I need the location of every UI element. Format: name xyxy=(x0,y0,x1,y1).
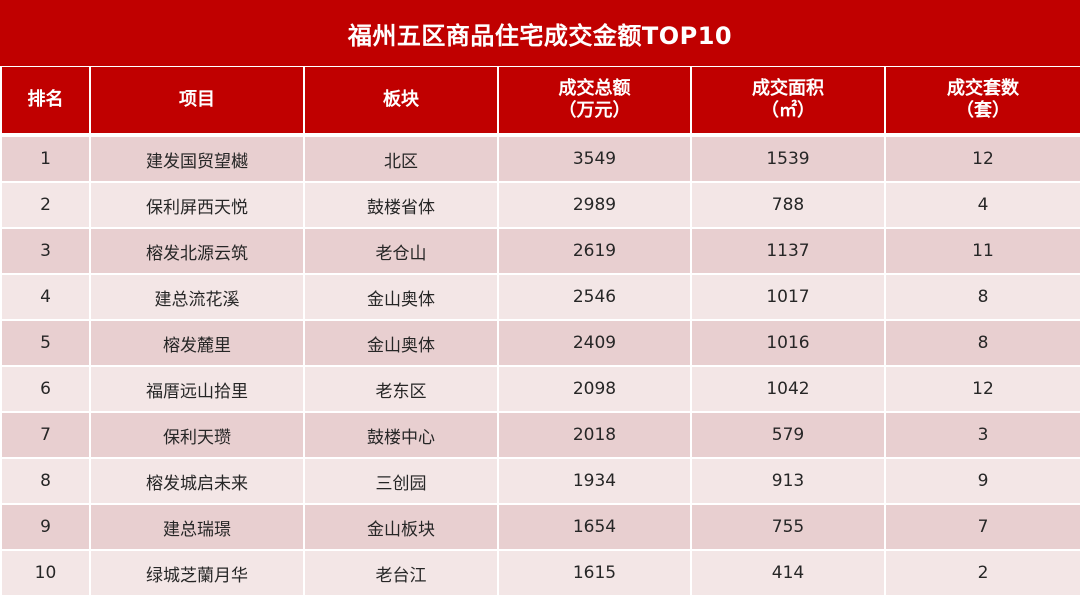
cell-rank: 5 xyxy=(0,319,91,367)
cell-project: 榕发北源云筑 xyxy=(89,227,305,275)
cell-area: 老台江 xyxy=(303,549,499,597)
cell-units: 7 xyxy=(884,503,1080,551)
cell-amount: 2619 xyxy=(497,227,692,275)
cell-amount: 3549 xyxy=(497,134,692,183)
cell-project: 保利天瓒 xyxy=(89,411,305,459)
cell-amount: 2098 xyxy=(497,365,692,413)
cell-area: 三创园 xyxy=(303,457,499,505)
cell-rank: 9 xyxy=(0,503,91,551)
cell-units: 12 xyxy=(884,365,1080,413)
cell-amount: 2018 xyxy=(497,411,692,459)
table-row: 2 保利屏西天悦 鼓楼省体 2989 788 4 xyxy=(0,181,1080,229)
header-amount-unit: （万元） xyxy=(558,100,631,121)
table-row: 1 建发国贸望樾 北区 3549 1539 12 xyxy=(0,134,1080,183)
cell-units: 8 xyxy=(884,319,1080,367)
table-row: 5 榕发麓里 金山奥体 2409 1016 8 xyxy=(0,319,1080,367)
cell-amount: 1615 xyxy=(497,549,692,597)
cell-area: 金山奥体 xyxy=(303,319,499,367)
cell-units: 12 xyxy=(884,134,1080,183)
cell-project: 建发国贸望樾 xyxy=(89,134,305,183)
cell-rank: 7 xyxy=(0,411,91,459)
cell-project: 绿城芝蘭月华 xyxy=(89,549,305,597)
cell-amount: 1654 xyxy=(497,503,692,551)
cell-project: 榕发麓里 xyxy=(89,319,305,367)
ranking-table: 排名 项目 板块 成交总额 （万元） 成交面积 （㎡） 成交套数 （套） 1 建发… xyxy=(0,67,1080,597)
cell-area: 金山板块 xyxy=(303,503,499,551)
cell-project: 保利屏西天悦 xyxy=(89,181,305,229)
table-row: 6 福厝远山拾里 老东区 2098 1042 12 xyxy=(0,365,1080,413)
header-project: 项目 xyxy=(89,67,305,137)
cell-project: 建总流花溪 xyxy=(89,273,305,321)
cell-amount: 2989 xyxy=(497,181,692,229)
table-row: 8 榕发城启未来 三创园 1934 913 9 xyxy=(0,457,1080,505)
header-size-label: 成交面积 xyxy=(752,78,824,99)
cell-size: 788 xyxy=(690,181,886,229)
table-body: 1 建发国贸望樾 北区 3549 1539 12 2 保利屏西天悦 鼓楼省体 2989 788 4 3 榕… xyxy=(0,134,1080,597)
cell-size: 1137 xyxy=(690,227,886,275)
cell-size: 1017 xyxy=(690,273,886,321)
cell-units: 8 xyxy=(884,273,1080,321)
cell-rank: 8 xyxy=(0,457,91,505)
cell-rank: 2 xyxy=(0,181,91,229)
header-row: 排名 项目 板块 成交总额 （万元） 成交面积 （㎡） 成交套数 （套） xyxy=(0,67,1080,137)
table-row: 7 保利天瓒 鼓楼中心 2018 579 3 xyxy=(0,411,1080,459)
cell-units: 3 xyxy=(884,411,1080,459)
cell-area: 北区 xyxy=(303,134,499,183)
header-area: 板块 xyxy=(303,67,499,137)
cell-project: 榕发城启未来 xyxy=(89,457,305,505)
header-rank: 排名 xyxy=(0,67,91,137)
cell-size: 913 xyxy=(690,457,886,505)
cell-area: 鼓楼中心 xyxy=(303,411,499,459)
table-row: 3 榕发北源云筑 老仓山 2619 1137 11 xyxy=(0,227,1080,275)
cell-amount: 2546 xyxy=(497,273,692,321)
cell-area: 鼓楼省体 xyxy=(303,181,499,229)
cell-size: 1042 xyxy=(690,365,886,413)
header-size: 成交面积 （㎡） xyxy=(690,67,886,137)
cell-rank: 1 xyxy=(0,134,91,183)
cell-size: 1539 xyxy=(690,134,886,183)
table-title: 福州五区商品住宅成交金额TOP10 xyxy=(0,0,1080,66)
cell-area: 老仓山 xyxy=(303,227,499,275)
header-units: 成交套数 （套） xyxy=(884,67,1080,137)
cell-area: 金山奥体 xyxy=(303,273,499,321)
cell-units: 4 xyxy=(884,181,1080,229)
cell-project: 福厝远山拾里 xyxy=(89,365,305,413)
header-units-label: 成交套数 xyxy=(947,78,1019,99)
cell-rank: 10 xyxy=(0,549,91,597)
header-amount: 成交总额 （万元） xyxy=(497,67,692,137)
table-row: 9 建总瑞璟 金山板块 1654 755 7 xyxy=(0,503,1080,551)
header-size-unit: （㎡） xyxy=(761,100,815,121)
cell-units: 11 xyxy=(884,227,1080,275)
table-row: 10 绿城芝蘭月华 老台江 1615 414 2 xyxy=(0,549,1080,597)
cell-size: 755 xyxy=(690,503,886,551)
cell-rank: 6 xyxy=(0,365,91,413)
cell-size: 579 xyxy=(690,411,886,459)
cell-units: 2 xyxy=(884,549,1080,597)
cell-size: 414 xyxy=(690,549,886,597)
cell-rank: 3 xyxy=(0,227,91,275)
cell-units: 9 xyxy=(884,457,1080,505)
cell-amount: 1934 xyxy=(497,457,692,505)
table-row: 4 建总流花溪 金山奥体 2546 1017 8 xyxy=(0,273,1080,321)
header-units-unit: （套） xyxy=(956,100,1010,121)
cell-project: 建总瑞璟 xyxy=(89,503,305,551)
cell-size: 1016 xyxy=(690,319,886,367)
cell-area: 老东区 xyxy=(303,365,499,413)
cell-rank: 4 xyxy=(0,273,91,321)
cell-amount: 2409 xyxy=(497,319,692,367)
header-amount-label: 成交总额 xyxy=(558,78,631,99)
